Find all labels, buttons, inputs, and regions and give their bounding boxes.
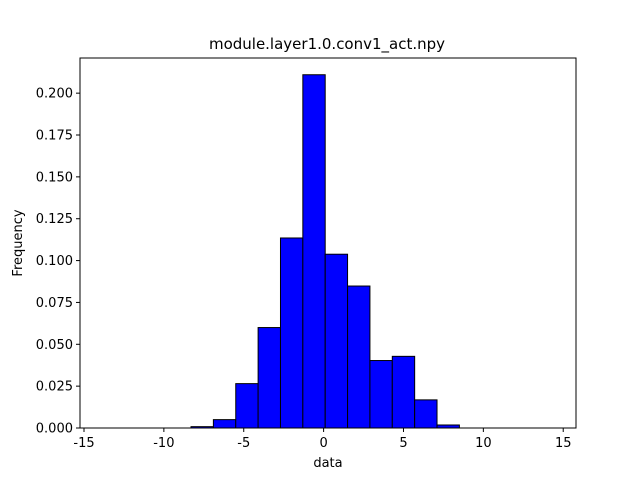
histogram-bar-6 <box>235 383 259 429</box>
histogram-bar-14 <box>414 399 438 429</box>
y-tick-label: 0.150 <box>36 170 73 185</box>
x-tick-label: -5 <box>237 436 250 451</box>
y-tick-label: 0.175 <box>36 129 73 144</box>
x-tick-label: 0 <box>319 436 327 451</box>
y-tick-label: 0.100 <box>36 254 73 269</box>
histogram-bar-13 <box>391 355 416 429</box>
x-axis-ticks: -15 -10 -5 0 5 10 15 <box>73 428 571 451</box>
histogram-bar-5 <box>212 419 237 429</box>
plot-frame <box>79 57 577 429</box>
chart-title: module.layer1.0.conv1_act.npy <box>209 35 445 54</box>
y-tick-label: 0.200 <box>36 87 73 102</box>
histogram-bar-8 <box>279 237 304 429</box>
y-tick-label: 0.025 <box>36 380 73 395</box>
x-tick-label: -10 <box>153 436 174 451</box>
histogram-bar-11 <box>347 285 371 429</box>
y-tick-label: 0.075 <box>36 296 73 311</box>
histogram-bar-10 <box>324 253 349 429</box>
y-tick-label: 0.000 <box>36 422 73 437</box>
y-axis-label: Frequency <box>11 209 26 276</box>
histogram-bar-7 <box>257 327 281 429</box>
x-tick-label: -15 <box>73 436 94 451</box>
x-tick-label: 5 <box>399 436 407 451</box>
y-axis-ticks: 0.000 0.025 0.050 0.075 0.100 0.125 0.150 0.175… <box>36 87 80 437</box>
histogram-bar-12 <box>369 360 393 429</box>
x-axis-label: data <box>313 456 342 471</box>
histogram-bar-9 <box>302 74 326 429</box>
y-tick-label: 0.050 <box>36 338 73 353</box>
bars-group <box>190 74 460 429</box>
x-tick-label: 15 <box>555 436 572 451</box>
x-tick-label: 10 <box>475 436 492 451</box>
y-tick-label: 0.125 <box>36 212 73 227</box>
